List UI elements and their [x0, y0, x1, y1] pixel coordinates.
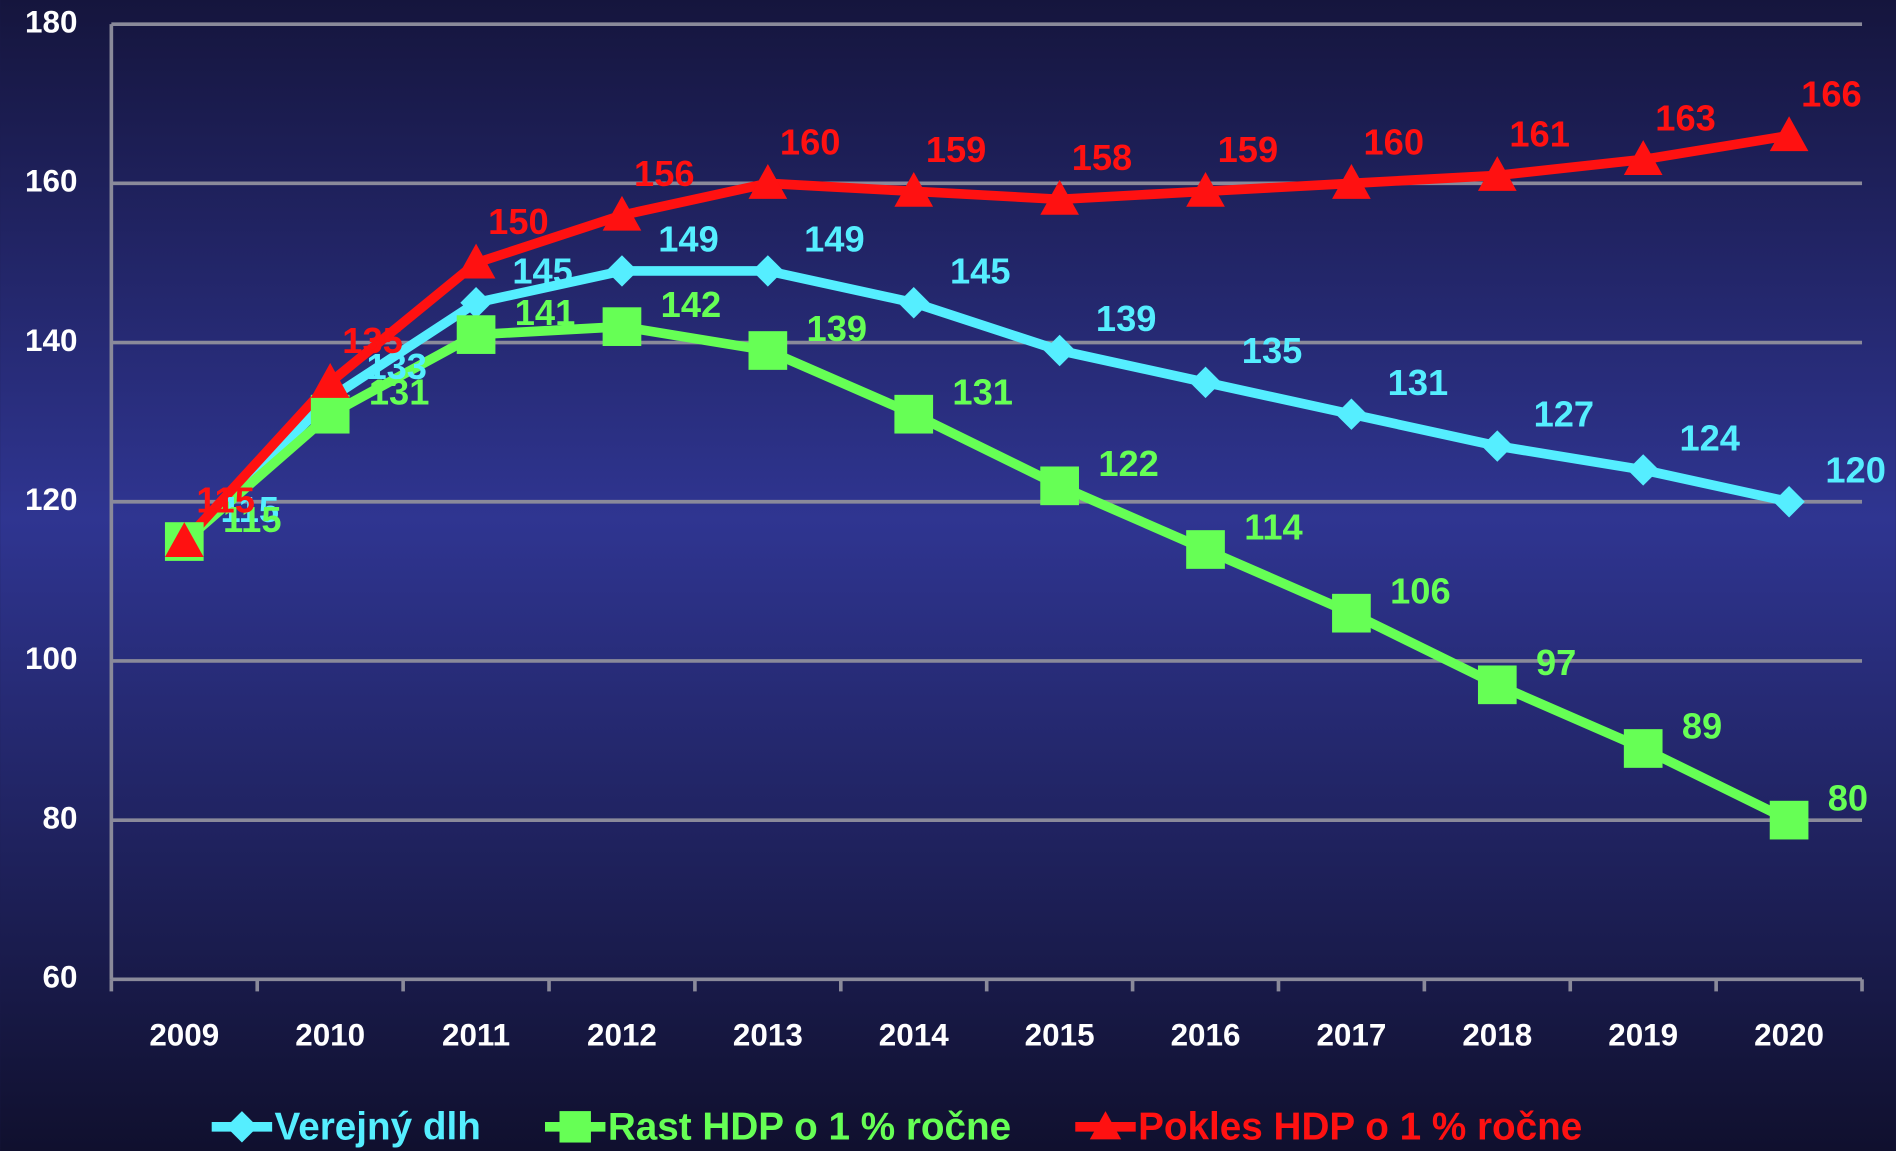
marker — [559, 1111, 591, 1143]
marker — [310, 394, 350, 434]
data-label: 156 — [634, 153, 695, 194]
data-label: 127 — [1534, 394, 1595, 435]
y-tick-label: 140 — [25, 323, 77, 358]
y-tick-label: 120 — [25, 482, 77, 517]
data-label: 131 — [369, 371, 430, 412]
marker — [1623, 729, 1663, 768]
legend-label: Pokles HDP o 1 % ročne — [1138, 1105, 1582, 1148]
series-line — [180, 266, 1791, 545]
marker — [748, 164, 788, 199]
marker — [1477, 665, 1517, 705]
marker — [1481, 430, 1514, 462]
data-label: 135 — [342, 320, 403, 361]
x-tick-label: 2015 — [1025, 1018, 1095, 1053]
data-label: 115 — [221, 489, 280, 530]
marker — [1623, 140, 1663, 175]
legend-label: Verejný dlh — [275, 1105, 481, 1148]
marker — [602, 195, 642, 231]
data-label: 160 — [780, 121, 841, 162]
marker — [310, 363, 350, 398]
legend-label: Rast HDP o 1 % ročne — [608, 1105, 1011, 1148]
data-label: 159 — [1218, 129, 1279, 170]
data-label: 166 — [1801, 74, 1862, 115]
marker — [1189, 366, 1222, 399]
data-label: 131 — [952, 371, 1013, 412]
marker — [894, 394, 934, 434]
marker — [1186, 530, 1225, 569]
data-label: 115 — [223, 499, 282, 540]
x-tick-label: 2010 — [295, 1018, 365, 1053]
marker — [1769, 116, 1809, 152]
marker — [456, 315, 496, 354]
marker — [456, 243, 496, 279]
x-tick-label: 2009 — [149, 1018, 219, 1053]
x-tick-label: 2020 — [1754, 1018, 1824, 1053]
x-tick-label: 2018 — [1462, 1018, 1532, 1053]
marker — [1769, 800, 1809, 840]
y-tick-label: 180 — [25, 4, 77, 39]
x-tick-label: 2016 — [1171, 1018, 1241, 1053]
data-label: 124 — [1679, 417, 1740, 458]
data-label: 142 — [661, 284, 722, 325]
x-tick-label: 2012 — [587, 1018, 657, 1053]
data-label: 114 — [1244, 507, 1303, 548]
marker — [164, 522, 204, 558]
data-label: 161 — [1509, 113, 1570, 154]
x-tick-label: 2019 — [1608, 1018, 1678, 1053]
marker — [1773, 486, 1805, 518]
marker — [748, 331, 788, 370]
data-label: 133 — [366, 346, 427, 387]
data-label: 80 — [1828, 777, 1868, 818]
marker — [1040, 466, 1079, 506]
data-label: 97 — [1536, 642, 1576, 683]
data-label: 150 — [488, 201, 549, 242]
series-line — [181, 321, 1792, 825]
data-label: 149 — [804, 218, 865, 259]
data-label: 139 — [1096, 298, 1157, 339]
data-label: 149 — [658, 218, 719, 259]
data-label: 106 — [1390, 570, 1451, 611]
x-tick-label: 2013 — [733, 1018, 803, 1053]
data-label: 145 — [950, 250, 1011, 291]
data-label: 141 — [515, 292, 576, 333]
marker — [602, 307, 642, 346]
marker — [1332, 164, 1371, 199]
marker — [606, 255, 638, 287]
data-label: 131 — [1388, 362, 1449, 403]
data-label: 160 — [1364, 121, 1425, 162]
marker — [894, 171, 934, 207]
data-label: 135 — [1242, 330, 1303, 371]
y-tick-label: 100 — [25, 641, 77, 676]
marker — [1089, 1111, 1122, 1140]
marker — [1186, 171, 1225, 207]
data-label: 158 — [1072, 137, 1133, 178]
data-label: 139 — [807, 308, 868, 349]
data-label: 89 — [1682, 706, 1722, 747]
y-tick-label: 80 — [43, 800, 78, 835]
data-label: 145 — [512, 250, 573, 291]
y-tick-label: 160 — [25, 164, 77, 199]
data-label: 115 — [196, 479, 255, 520]
data-label: 163 — [1655, 97, 1716, 138]
x-tick-label: 2011 — [442, 1018, 510, 1053]
marker — [1040, 179, 1079, 215]
marker — [752, 255, 784, 287]
x-tick-label: 2014 — [879, 1018, 949, 1053]
marker — [1477, 156, 1517, 191]
marker — [1332, 593, 1371, 633]
marker — [226, 1111, 258, 1143]
data-label: 120 — [1825, 449, 1886, 490]
data-label: 122 — [1098, 443, 1159, 484]
y-tick-label: 60 — [43, 960, 78, 995]
x-tick-label: 2017 — [1316, 1018, 1386, 1053]
marker — [1335, 398, 1368, 430]
data-label: 159 — [926, 129, 987, 170]
series-line — [180, 130, 1790, 545]
marker — [1043, 334, 1076, 367]
